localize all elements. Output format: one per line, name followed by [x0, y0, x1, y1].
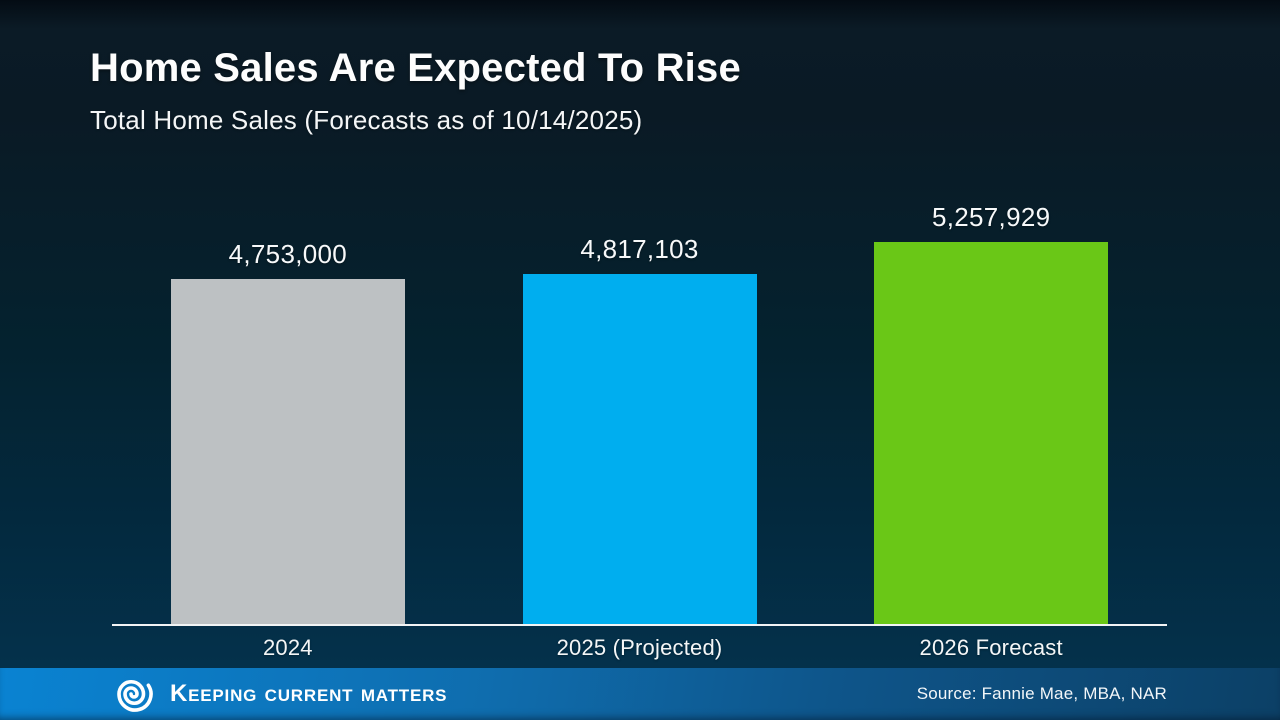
x-axis-label-2026: 2026 Forecast	[919, 635, 1063, 660]
x-axis-label-2025: 2025 (Projected)	[556, 635, 723, 660]
x-axis-line	[112, 624, 1167, 626]
bar-2026-forecast	[874, 242, 1109, 624]
bar-value-label: 4,817,103	[580, 234, 699, 264]
bar-2025-projected	[522, 274, 757, 624]
bar-2024	[170, 279, 405, 624]
bar-column-2025: 4,817,103	[464, 200, 816, 624]
bar-value-label: 5,257,929	[931, 202, 1051, 232]
brand-name: Keeping Current Matters	[170, 680, 448, 707]
bar-column-2024: 4,753,000	[112, 200, 464, 624]
bar-value-label: 4,753,000	[228, 239, 348, 269]
slide-subtitle: Total Home Sales (Forecasts as of 10/14/…	[90, 105, 643, 135]
slide-title: Home Sales Are Expected To Rise	[90, 46, 741, 90]
x-axis-labels: 2024 2025 (Projected) 2026 Forecast	[112, 635, 1167, 661]
bar-chart: 4,753,000 4,817,103 5,257,929	[112, 200, 1167, 624]
brand-lockup: Keeping Current Matters	[113, 672, 447, 716]
x-axis-label-2024: 2024	[262, 635, 313, 660]
footer-bar: Keeping Current Matters Source: Fannie M…	[0, 668, 1280, 720]
kcm-spiral-icon	[117, 679, 153, 712]
bar-column-2026: 5,257,929	[815, 200, 1167, 624]
source-attribution: Source: Fannie Mae, MBA, NAR	[916, 684, 1167, 703]
